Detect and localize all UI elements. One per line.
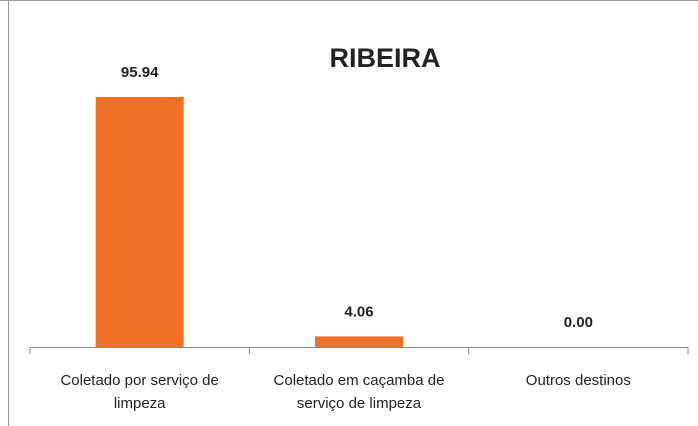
bar [95,97,184,347]
data-label: 0.00 [564,314,593,331]
chart-title: RIBEIRA [329,43,440,73]
bar [315,336,403,347]
x-tick-label: Outros destinos [525,372,631,389]
data-label: 95.94 [121,64,159,81]
x-tick-label: Coletado por serviço de limpeza [60,372,219,412]
data-label: 4.06 [344,303,373,320]
x-tick-label: Coletado em caçamba de serviço de limpez… [273,372,445,412]
